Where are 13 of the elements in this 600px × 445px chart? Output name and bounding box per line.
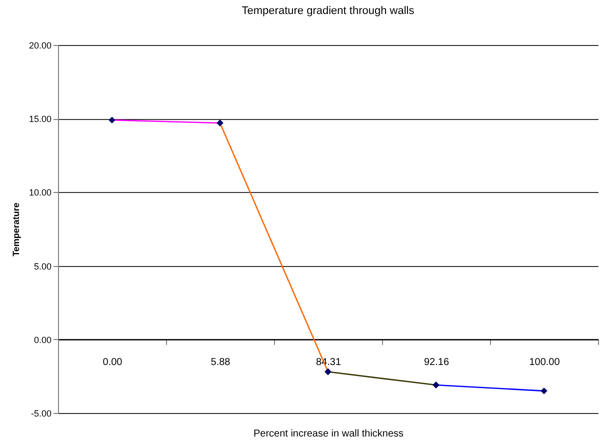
y-tick-label: 20.00 — [28, 40, 52, 50]
y-tick-label: 0.00 — [34, 334, 52, 345]
chart-title: Temperature gradient through walls — [242, 5, 415, 17]
x-axis-title: Percent increase in wall thickness — [253, 428, 404, 440]
x-tick-label: 0.00 — [102, 356, 123, 368]
y-tick-label: 5.00 — [34, 261, 52, 272]
y-tick-label: 10.00 — [28, 188, 52, 198]
y-tick-label: 15.00 — [28, 114, 52, 124]
y-tick-label: -5.00 — [30, 408, 52, 418]
x-tick-label: 5.88 — [210, 356, 231, 368]
x-tick-label: 100.00 — [529, 356, 560, 368]
x-tick-label: 92.16 — [424, 356, 450, 368]
y-axis-title: Temperature — [10, 202, 21, 256]
